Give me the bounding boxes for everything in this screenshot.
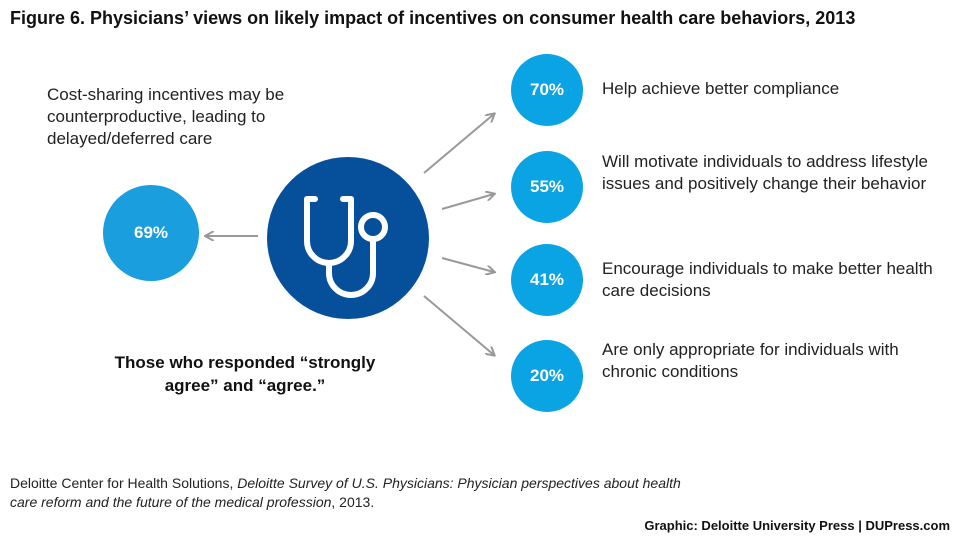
item-1-percent-circle: 70% — [511, 54, 583, 126]
left-percent-value: 69% — [133, 223, 169, 242]
item-3-percent-circle: 41% — [511, 244, 583, 316]
stethoscope-icon — [304, 196, 388, 298]
left-description: Cost-sharing incentives may be counterpr… — [47, 85, 285, 148]
source-citation: Deloitte Center for Health Solutions, De… — [10, 474, 710, 512]
source-prefix: Deloitte Center for Health Solutions, — [10, 475, 238, 491]
item-2-percent-circle: 55% — [511, 151, 583, 223]
graphic-credit: Graphic: Deloitte University Press | DUP… — [644, 518, 950, 533]
item-4-percent-value: 20% — [529, 366, 565, 385]
arrow-to-item-2 — [441, 194, 494, 210]
item-1-label: Help achieve better compliance — [602, 79, 840, 98]
arrow-to-item-4 — [423, 295, 494, 355]
arrow-to-item-1 — [423, 114, 494, 174]
item-1-percent-value: 70% — [529, 80, 565, 99]
center-circle — [267, 157, 429, 319]
figure-title: Figure 6. Physicians’ views on likely im… — [10, 8, 856, 28]
source-title: Deloitte Survey of U.S. Physicians: Phys… — [10, 475, 681, 510]
item-3-percent-value: 41% — [529, 270, 565, 289]
arrow-to-item-3 — [441, 257, 494, 272]
left-percent-circle: 69% — [103, 185, 199, 281]
item-3-label: Encourage individuals to make better hea… — [602, 259, 933, 300]
item-4-label: Are only appropriate for individuals wit… — [602, 340, 899, 381]
item-4-percent-circle: 20% — [511, 340, 583, 412]
source-suffix: , 2013. — [331, 494, 375, 510]
response-note: Those who responded “strongly agree” and… — [114, 353, 376, 395]
item-2-percent-value: 55% — [529, 177, 565, 196]
item-2-label: Will motivate individuals to address lif… — [602, 152, 928, 193]
